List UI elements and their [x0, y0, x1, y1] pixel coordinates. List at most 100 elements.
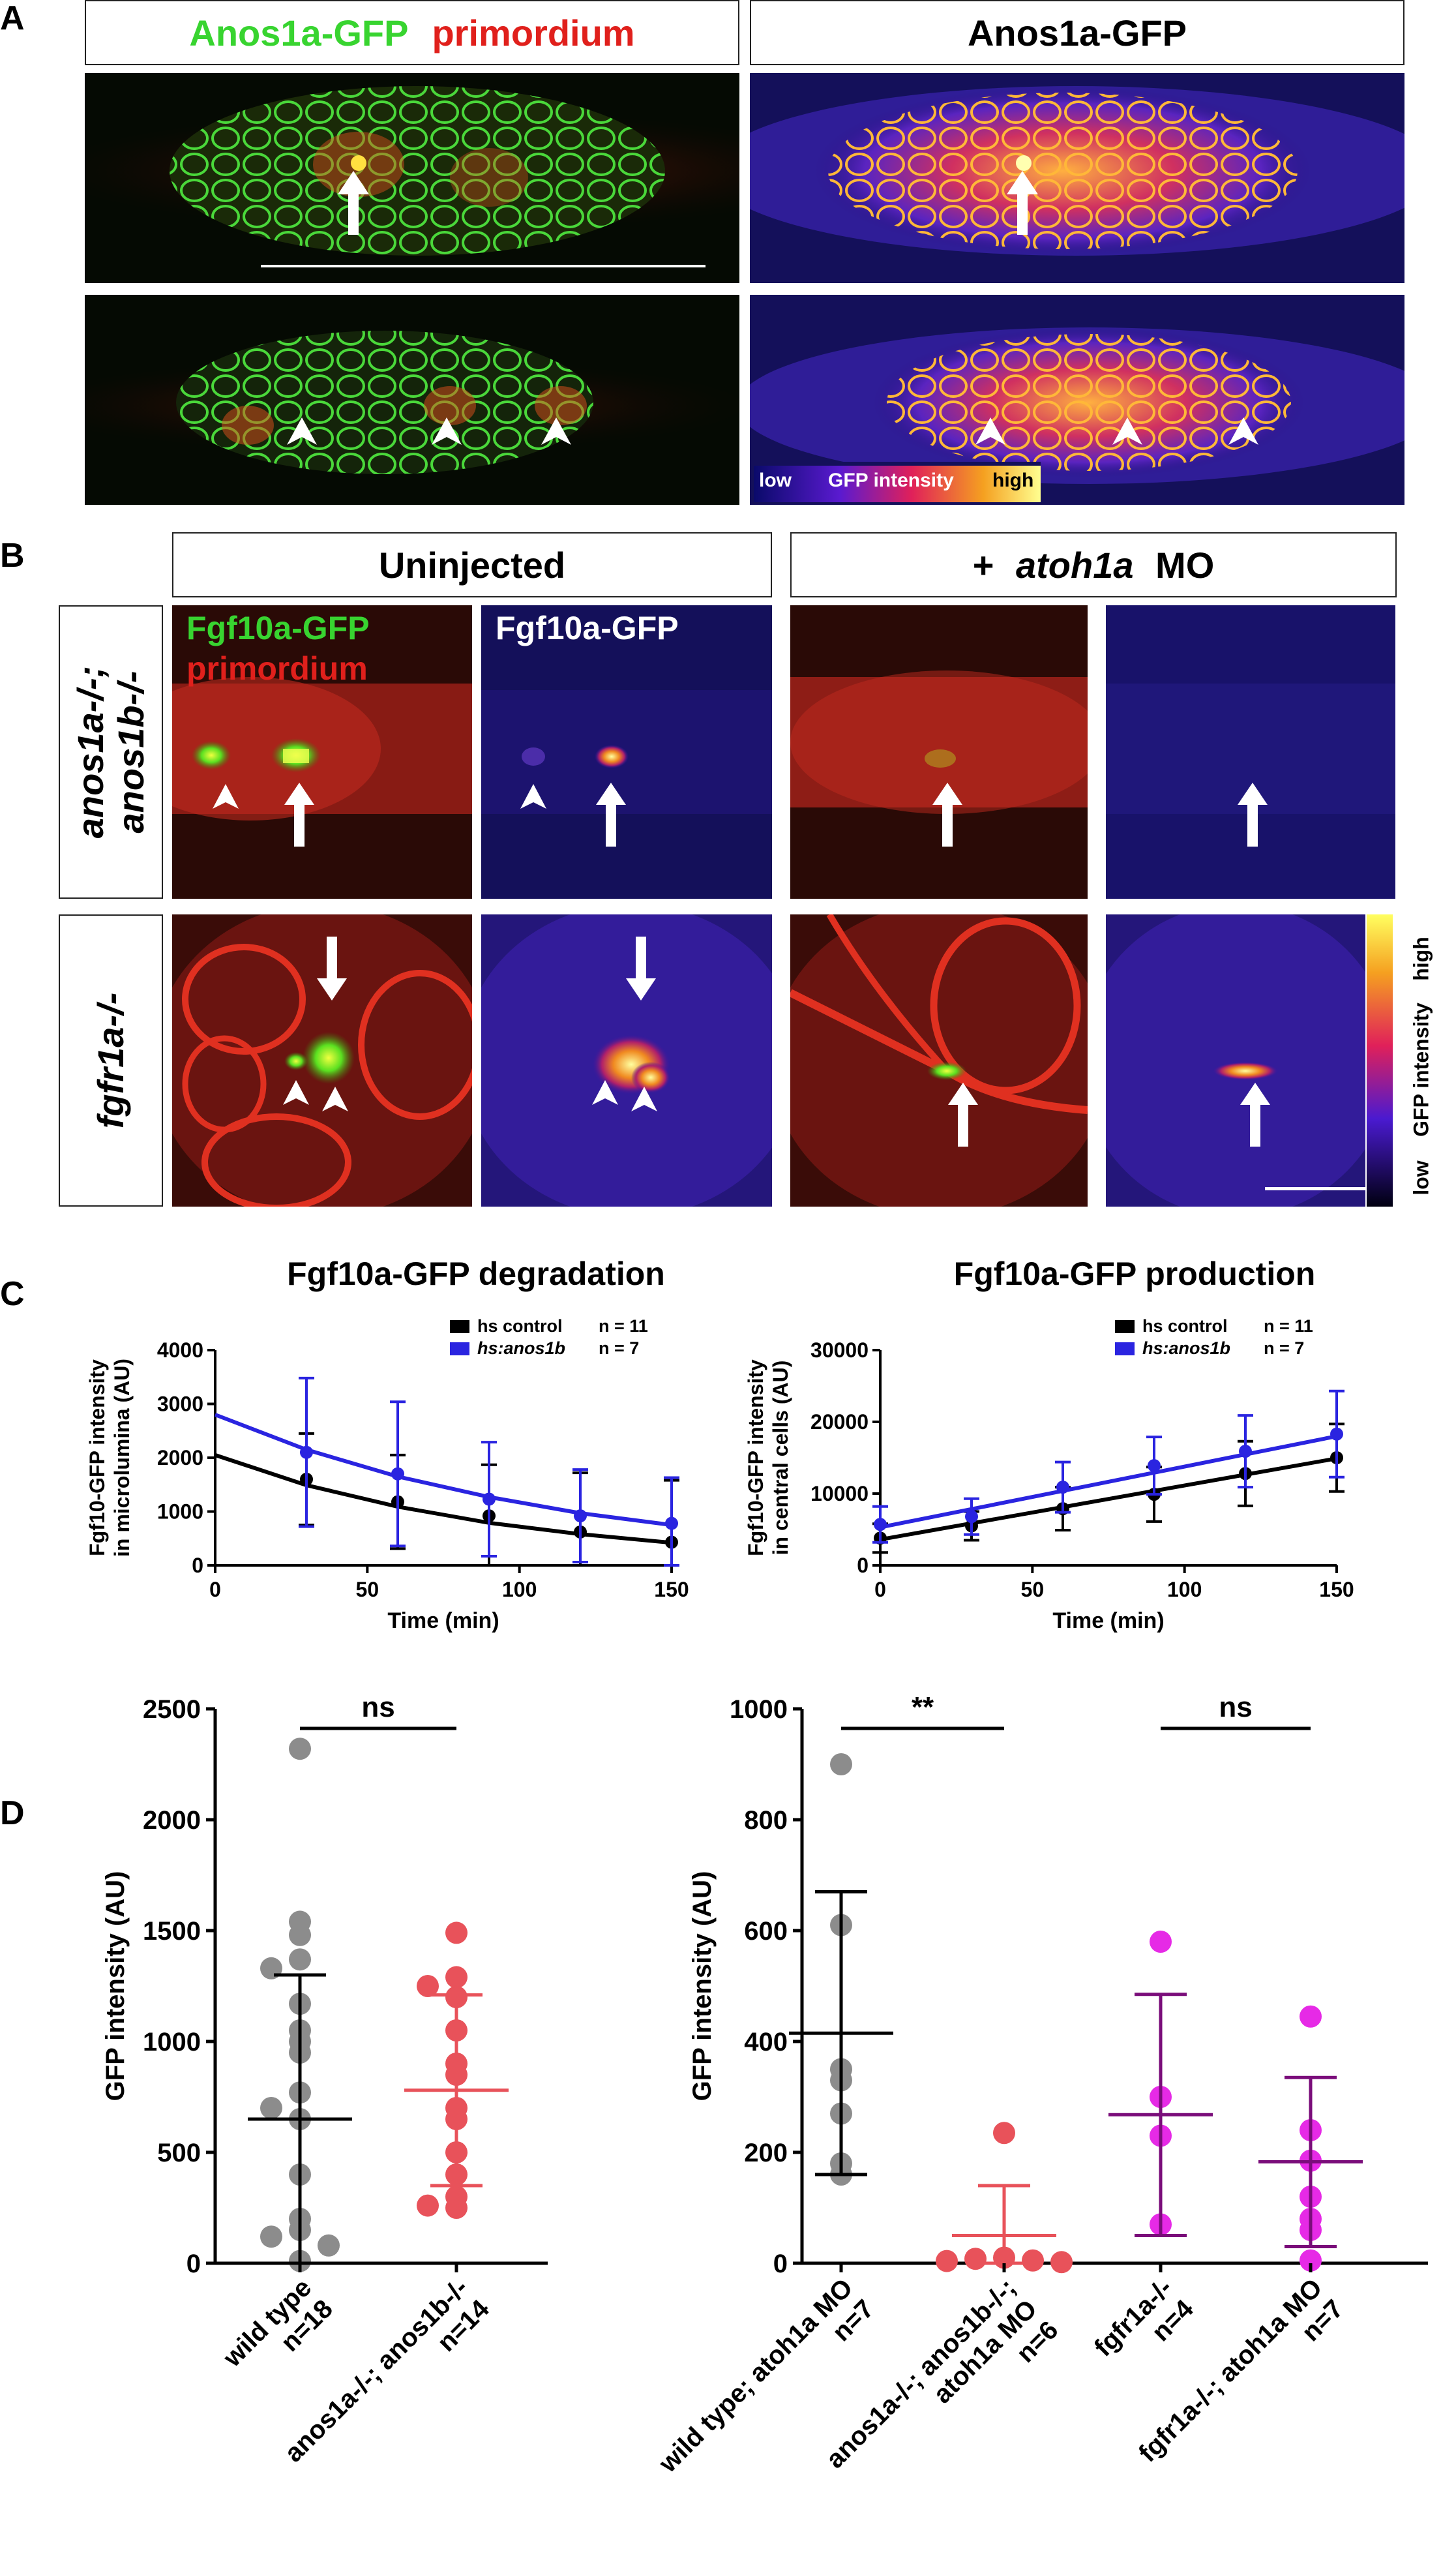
x-tick-label: 50 — [356, 1578, 379, 1601]
x-tick-label: 50 — [1021, 1578, 1045, 1601]
row-label-anos-mutant: anos1a-/-; anos1b-/- — [59, 605, 163, 899]
data-point — [1056, 1481, 1069, 1494]
x-tick-label: 150 — [654, 1578, 689, 1601]
y-tick-label: 0 — [192, 1554, 203, 1577]
legend-n: n = 11 — [1264, 1316, 1313, 1336]
header-mo-gene: atoh1a — [1016, 544, 1134, 586]
y-tick-label: 20000 — [810, 1410, 869, 1434]
b-row2-fire — [481, 914, 772, 1207]
arrowhead-a5 — [1112, 417, 1142, 445]
x-tick-label: 100 — [502, 1578, 537, 1601]
dot — [289, 1948, 311, 1971]
dot — [993, 2122, 1015, 2145]
panel-a-letter: A — [0, 0, 25, 37]
arrow-b8 — [1240, 1083, 1270, 1147]
y-tick-label: 10000 — [810, 1482, 869, 1505]
y-axis-label: GFP intensity (AU) — [688, 1871, 717, 2101]
chart-c2-title: Fgf10a-GFP production — [953, 1256, 1316, 1292]
arrowhead-a2 — [432, 417, 462, 445]
panel-a-header-right: Anos1a-GFP — [750, 0, 1404, 65]
dot — [260, 2097, 282, 2119]
colorbar-a — [754, 466, 1041, 502]
data-point — [965, 1510, 978, 1524]
legend-name: hs:anos1b — [477, 1338, 565, 1358]
b-row2-mo-merge — [790, 914, 1088, 1207]
fit-line-hs-anos1b — [214, 1413, 672, 1528]
data-point — [1148, 1459, 1161, 1473]
b-row1-merge — [172, 605, 472, 899]
data-point — [300, 1445, 313, 1459]
y-tick-label: 30000 — [810, 1338, 869, 1362]
y-tick-label: 0 — [773, 2250, 788, 2278]
fit-line-hs-control — [880, 1456, 1337, 1542]
group-label: wild typen=18 — [218, 2273, 338, 2394]
header-anos1a-gfp: Anos1a-GFP — [967, 12, 1187, 53]
y-axis-label-line2: in central cells (AU) — [769, 1361, 792, 1556]
dot — [445, 1966, 468, 1989]
dot — [318, 2234, 340, 2257]
data-point — [665, 1516, 678, 1530]
arrowhead-a1 — [287, 417, 317, 445]
scale-bar-a — [261, 265, 706, 267]
legend-name: hs:anos1b — [1142, 1338, 1230, 1358]
y-tick-label: 4000 — [157, 1338, 203, 1362]
scale-bar-b — [1265, 1187, 1381, 1190]
legend-n: n = 11 — [599, 1316, 648, 1336]
x-axis-label: Time (min) — [387, 1608, 499, 1633]
colorbar-b-mid: GFP intensity — [1409, 1002, 1433, 1137]
chart-c2-production: 0 10000 20000 30000 0 50 100 150 Time (min) Fgf10… — [744, 1316, 1354, 1633]
panel-d-letter: D — [0, 1794, 25, 1832]
panel-a-arrow-top-merge — [338, 171, 369, 235]
colorbar-a-mid: GFP intensity — [828, 470, 954, 491]
b-row1-fire — [481, 605, 772, 899]
dot — [1150, 1931, 1172, 1953]
dot — [936, 2250, 958, 2272]
fit-line-hs-anos1b — [880, 1434, 1337, 1529]
chart-d1-scatter: 0 500 1000 1500 2000 2500 GFP intensity (AU) wi… — [101, 1691, 548, 2468]
arrow-b5-down — [317, 937, 347, 1001]
y-tick-label: 2000 — [157, 1446, 203, 1469]
arrowhead-a4 — [975, 417, 1005, 445]
x-tick-label: 150 — [1319, 1578, 1354, 1601]
legend-name: hs control — [1142, 1316, 1228, 1336]
dot — [445, 2197, 468, 2219]
y-tick-label: 0 — [857, 1554, 869, 1577]
y-tick-label: 200 — [744, 2139, 788, 2167]
dot — [830, 1753, 852, 1775]
arrow-b7 — [948, 1083, 978, 1147]
b-row1-mo-merge — [790, 605, 1088, 899]
colorbar-a-high: high — [992, 470, 1034, 491]
y-axis-label-line1: Fgf10-GFP intensity — [85, 1359, 109, 1556]
row1-label-line1: anos1a-/-; — [70, 665, 111, 839]
header-primordium-red: primordium — [432, 12, 635, 53]
header-uninjected: Uninjected — [378, 544, 566, 586]
b-row2-merge — [172, 914, 472, 1207]
panel-a-fire-image-top — [750, 73, 1404, 283]
y-tick-label: 500 — [157, 2139, 201, 2167]
b-row1-mo-fire — [1106, 605, 1395, 899]
arrow-b1 — [284, 783, 314, 847]
arrowhead-a6 — [1228, 417, 1258, 445]
panel-b-header-uninjected: Uninjected — [172, 532, 772, 597]
data-point — [483, 1492, 496, 1506]
arrowhead-b5a — [283, 1080, 309, 1105]
significance-label: ** — [912, 1691, 934, 1723]
group-label-line: anos1a-/-; anos1b-/- — [279, 2273, 473, 2467]
y-tick-label: 1000 — [730, 1695, 788, 1724]
dot — [289, 1923, 311, 1946]
y-tick-label: 400 — [744, 2028, 788, 2056]
fit-line-hs-control — [215, 1453, 672, 1545]
y-tick-label: 1500 — [143, 1917, 201, 1946]
dot — [1300, 2249, 1322, 2272]
arrow-b2 — [596, 783, 626, 847]
arrow-b4 — [1238, 783, 1268, 847]
arrow-b6-down — [626, 937, 656, 1001]
colorbar-b — [1367, 914, 1393, 1207]
x-axis-label: Time (min) — [1052, 1608, 1164, 1633]
chart-c1-degradation: 0 1000 2000 3000 4000 0 50 100 150 Time (min) Fgf1… — [85, 1316, 689, 1633]
dot — [289, 1738, 311, 1760]
legend-n: n = 7 — [599, 1338, 639, 1358]
arrowhead-b6b — [631, 1087, 657, 1111]
significance-label: ns — [1219, 1691, 1252, 1723]
